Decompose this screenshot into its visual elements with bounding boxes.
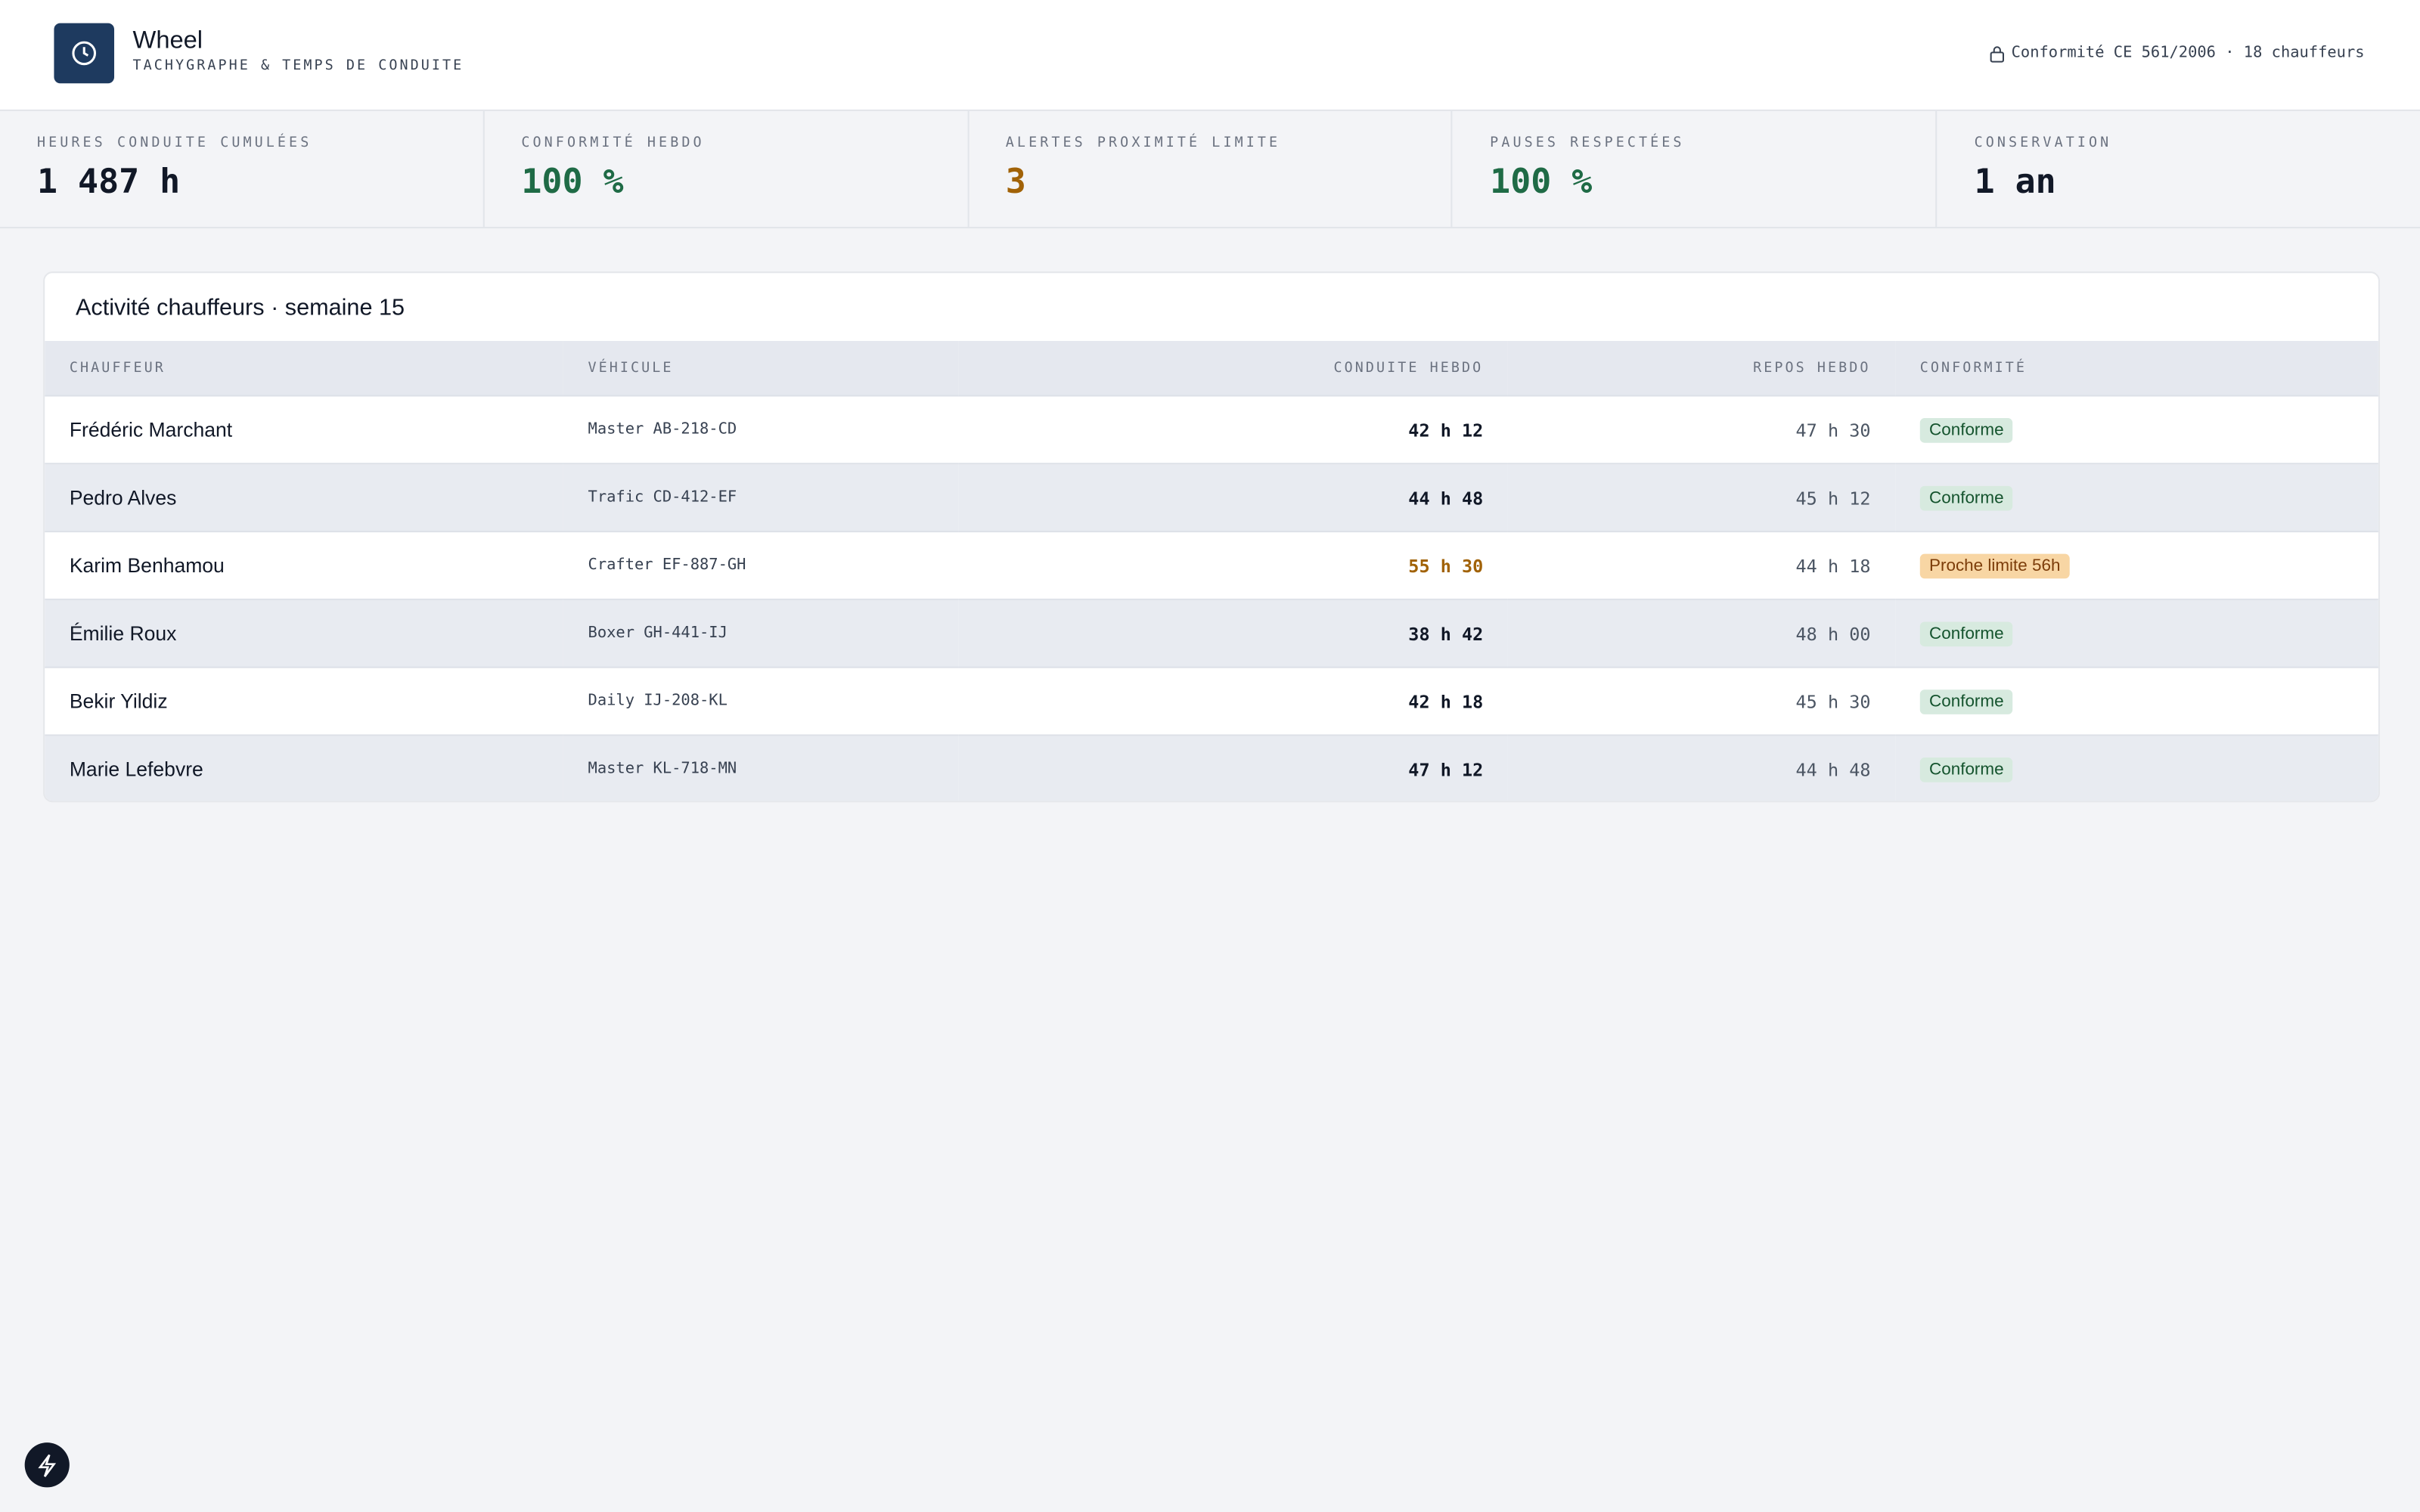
kpi-value: 100 % [1490, 163, 1593, 203]
logo [54, 23, 115, 84]
weekly-rest: 44 h 48 [1507, 734, 1896, 801]
compliance-cell: Conforme [1895, 395, 2378, 464]
status-badge: Conforme [1919, 418, 2013, 443]
weekly-rest: 45 h 12 [1507, 463, 1896, 532]
weekly-rest: 44 h 18 [1507, 531, 1896, 600]
app-title: Wheel [132, 27, 203, 54]
column-header: CONDUITE HEBDO [958, 341, 1508, 396]
kpi-value: 3 [1005, 163, 1026, 203]
top-bar: Wheel TACHYGRAPHE & TEMPS DE CONDUITE Co… [0, 0, 2420, 111]
compliance-cell: Conforme [1895, 666, 2378, 736]
kpi-card: HEURES CONDUITE CUMULÉES 1 487 h [0, 110, 485, 227]
vehicle: Trafic CD-412-EF [563, 463, 959, 532]
column-header: CHAUFFEUR [45, 341, 563, 396]
status-badge: Conforme [1919, 758, 2013, 782]
driver-name: Émilie Roux [45, 598, 563, 668]
compliance-cell: Conforme [1895, 734, 2378, 801]
column-header: CONFORMITÉ [1895, 341, 2378, 396]
kpi-card: PAUSES RESPECTÉES 100 % [1453, 110, 1938, 227]
kpi-card: CONFORMITÉ HEBDO 100 % [484, 110, 969, 227]
header-row: CHAUFFEUR VÉHICULE CONDUITE HEBDO REPOS HEB… [45, 341, 2378, 396]
activity-table: CHAUFFEUR VÉHICULE CONDUITE HEBDO REPOS HEB… [45, 341, 2378, 801]
kpi-card: ALERTES PROXIMITÉ LIMITE 3 [969, 110, 1454, 227]
bolt-icon [38, 1454, 57, 1477]
driver-row[interactable]: Karim Benhamou Crafter EF-887-GH 55 h 30 44… [45, 531, 2378, 600]
compliance-cell: Proche limite 56h [1895, 531, 2378, 600]
kpi-value: 1 487 h [36, 163, 181, 203]
vehicle: Daily IJ-208-KL [563, 666, 959, 736]
kpi-strip: HEURES CONDUITE CUMULÉES 1 487 h CONFORMIT… [0, 110, 2420, 229]
vehicle: Master KL-718-MN [563, 734, 959, 801]
weekly-driving: 44 h 48 [958, 463, 1508, 532]
kpi-label: PAUSES RESPECTÉES [1490, 135, 1685, 151]
weekly-rest: 45 h 30 [1507, 666, 1896, 736]
weekly-rest: 47 h 30 [1507, 395, 1896, 464]
driver-name: Frédéric Marchant [45, 395, 563, 464]
driver-name: Pedro Alves [45, 463, 563, 532]
driver-name: Marie Lefebvre [45, 734, 563, 801]
driver-row[interactable]: Pedro Alves Trafic CD-412-EF 44 h 48 45 h 1… [45, 463, 2378, 532]
compliance-cell: Conforme [1895, 463, 2378, 532]
card-title: Activité chauffeurs · semaine 15 [76, 294, 405, 321]
kpi-value: 100 % [521, 163, 624, 203]
weekly-driving: 55 h 30 [958, 531, 1508, 600]
kpi-label: CONSERVATION [1974, 135, 2112, 151]
status-badge: Conforme [1919, 621, 2013, 647]
driver-name: Karim Benhamou [45, 531, 563, 600]
driver-row[interactable]: Frédéric Marchant Master AB-218-CD 42 h 12… [45, 395, 2378, 464]
status-badge: Conforme [1919, 689, 2013, 714]
weekly-driving: 42 h 12 [958, 395, 1508, 464]
table-body: Frédéric Marchant Master AB-218-CD 42 h 12… [45, 395, 2378, 801]
driver-name: Bekir Yildiz [45, 666, 563, 736]
driver-row[interactable]: Bekir Yildiz Daily IJ-208-KL 42 h 18 45 h 3… [45, 666, 2378, 736]
lock-icon [1990, 46, 2004, 63]
app-subtitle: TACHYGRAPHE & TEMPS DE CONDUITE [132, 58, 464, 74]
driver-row[interactable]: Émilie Roux Boxer GH-441-IJ 38 h 42 48 h 00… [45, 598, 2378, 668]
column-header: REPOS HEBDO [1507, 341, 1896, 396]
compliance-cell: Conforme [1895, 598, 2378, 668]
kpi-label: CONFORMITÉ HEBDO [521, 135, 705, 151]
vehicle: Master AB-218-CD [563, 395, 959, 464]
status-badge: Proche limite 56h [1919, 553, 2070, 579]
weekly-driving: 38 h 42 [958, 598, 1508, 668]
compliance-status: Conformité CE 561/2006 · 18 chauffeurs [2011, 45, 2365, 62]
driver-row[interactable]: Marie Lefebvre Master KL-718-MN 47 h 12 44 … [45, 734, 2378, 801]
kpi-value: 1 an [1974, 163, 2056, 203]
column-header: VÉHICULE [563, 341, 959, 396]
weekly-driving: 47 h 12 [958, 734, 1508, 801]
weekly-rest: 48 h 00 [1507, 598, 1896, 668]
activity-card: Activité chauffeurs · semaine 15 CHAUFFE… [43, 271, 2380, 803]
weekly-driving: 42 h 18 [958, 666, 1508, 736]
kpi-card: CONSERVATION 1 an [1938, 111, 2420, 227]
clock-icon [72, 41, 97, 66]
kpi-label: HEURES CONDUITE CUMULÉES [36, 135, 312, 151]
status-badge: Conforme [1919, 485, 2013, 511]
action-button[interactable] [24, 1442, 70, 1488]
vehicle: Boxer GH-441-IJ [563, 598, 959, 668]
vehicle: Crafter EF-887-GH [563, 531, 959, 600]
kpi-label: ALERTES PROXIMITÉ LIMITE [1005, 135, 1281, 151]
